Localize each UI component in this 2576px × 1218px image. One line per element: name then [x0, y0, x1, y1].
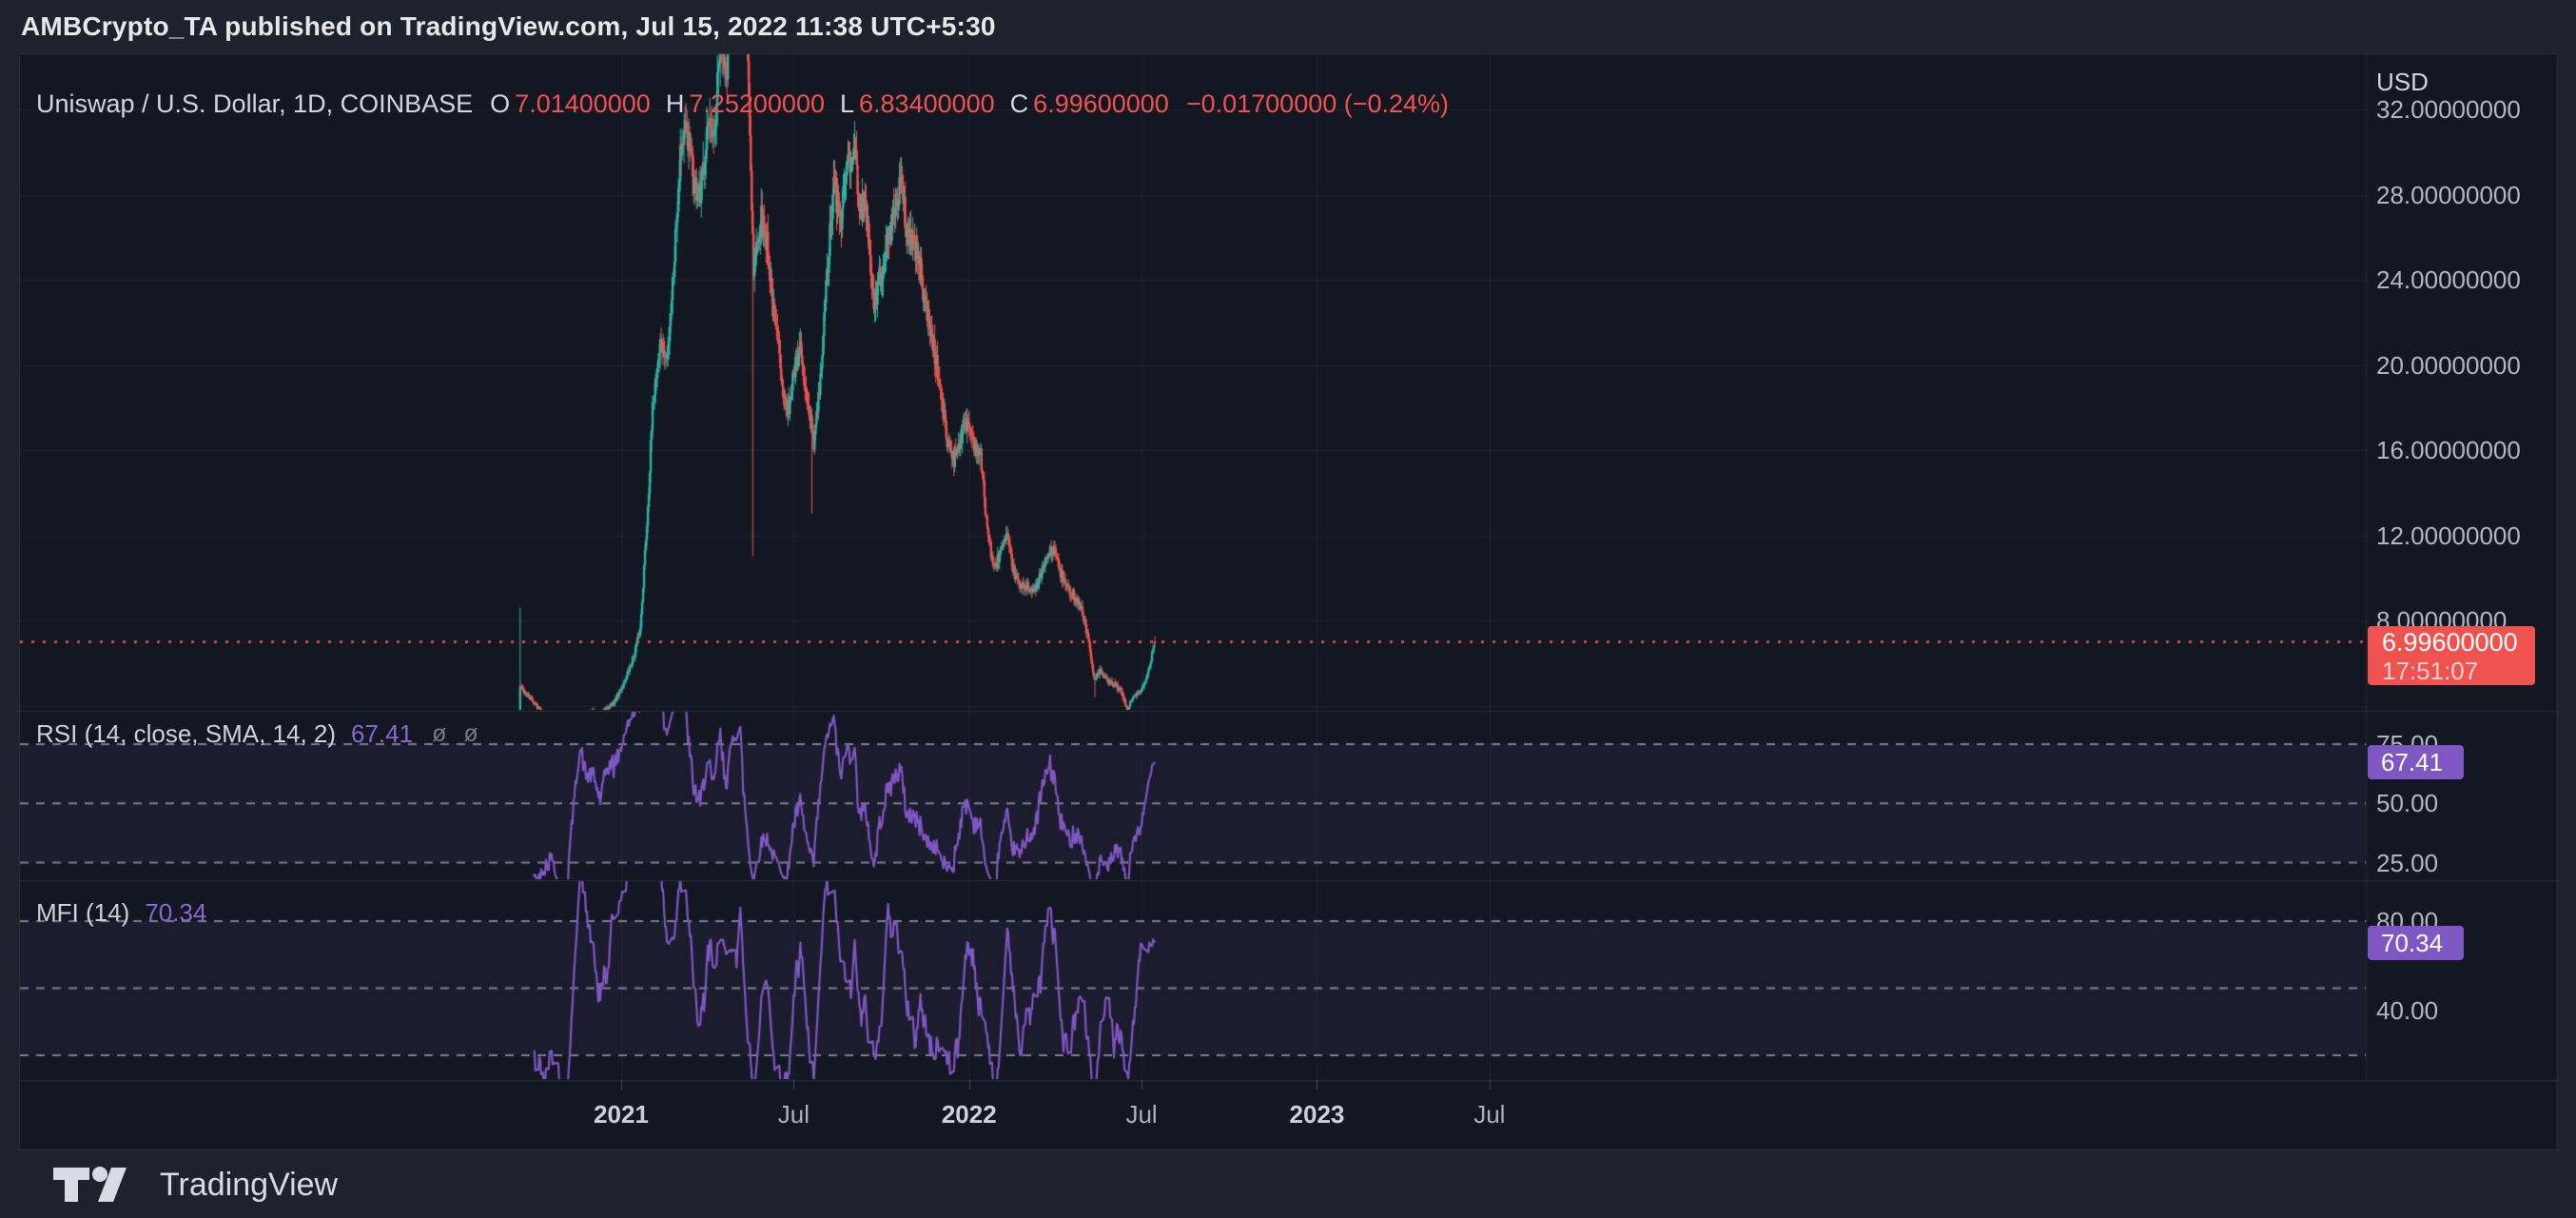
- ohlc-values: O 7.01400000 H 7.25200000 L 6.83400000 C 6.9960…: [490, 89, 1169, 119]
- time-tick-label: 2022: [941, 1100, 997, 1129]
- ohlc-segment: O 7.01400000: [490, 89, 651, 119]
- rsi-title: RSI (14, close, SMA, 14, 2): [36, 719, 337, 748]
- last-price-value: 6.99600000: [2382, 628, 2518, 658]
- ohlc-segment: L 6.83400000: [840, 89, 995, 119]
- time-tick-label: 2021: [594, 1100, 649, 1129]
- time-tick-label: Jul: [1473, 1100, 1506, 1129]
- ohlc-segment: C 6.99600000: [1010, 89, 1169, 119]
- author-text: AMBCrypto_TA published on TradingView.co…: [21, 11, 996, 41]
- footer-brand-text[interactable]: TradingView: [160, 1166, 339, 1203]
- author-bar: AMBCrypto_TA published on TradingView.co…: [21, 8, 996, 46]
- symbol-title: Uniswap / U.S. Dollar, 1D, COINBASE: [36, 89, 474, 118]
- mfi-axis-label: 70.34: [2368, 925, 2464, 960]
- ohlc-value: 7.01400000: [515, 89, 651, 118]
- rsi-header: RSI (14, close, SMA, 14, 2) 67.41 øø: [36, 719, 496, 749]
- last-price-label: 6.99600000 17:51:07: [2368, 626, 2535, 686]
- time-tick-label: Jul: [1125, 1100, 1158, 1129]
- price-tick-label: 24.00000000: [2376, 265, 2521, 294]
- price-tick-label: 16.00000000: [2376, 436, 2521, 464]
- mfi-tick-label: 40.00: [2376, 996, 2439, 1025]
- footer: TradingView: [51, 1163, 338, 1207]
- ohlc-value: 7.25200000: [689, 89, 825, 118]
- mfi-value: 70.34: [145, 898, 207, 927]
- rsi-tick-label: 50.00: [2376, 789, 2439, 818]
- rsi-value: 67.41: [351, 719, 414, 748]
- ohlc-value: 6.99600000: [1033, 89, 1169, 118]
- price-tick-label: 12.00000000: [2376, 521, 2521, 550]
- time-tick-label: 2023: [1289, 1100, 1345, 1129]
- rsi-hidden-values-icon: øø: [432, 720, 496, 747]
- tradingview-logo-icon[interactable]: [51, 1164, 135, 1206]
- ohlc-letter: L: [839, 89, 855, 118]
- change-value: −0.01700000 (−0.24%): [1185, 89, 1450, 118]
- rsi-tick-label: 25.00: [2376, 848, 2439, 877]
- price-tick-label: 32.00000000: [2376, 95, 2521, 124]
- bar-countdown: 17:51:07: [2382, 657, 2479, 686]
- ohlc-segment: H 7.25200000: [666, 89, 825, 119]
- price-tick-label: 20.00000000: [2376, 350, 2521, 380]
- ohlc-value: 6.83400000: [859, 89, 995, 118]
- ohlc-letter: O: [490, 89, 511, 118]
- currency-label: USD: [2376, 68, 2429, 96]
- ohlc-letter: H: [665, 89, 685, 118]
- price-tick-label: 28.00000000: [2376, 180, 2521, 209]
- symbol-title-row: Uniswap / U.S. Dollar, 1D, COINBASE O 7.0…: [36, 89, 1449, 119]
- rsi-axis-label: 67.41: [2368, 744, 2464, 779]
- mfi-header: MFI (14) 70.34: [36, 898, 206, 928]
- ohlc-letter: C: [1009, 89, 1029, 118]
- time-tick-label: Jul: [777, 1100, 810, 1129]
- mfi-title: MFI (14): [36, 898, 130, 927]
